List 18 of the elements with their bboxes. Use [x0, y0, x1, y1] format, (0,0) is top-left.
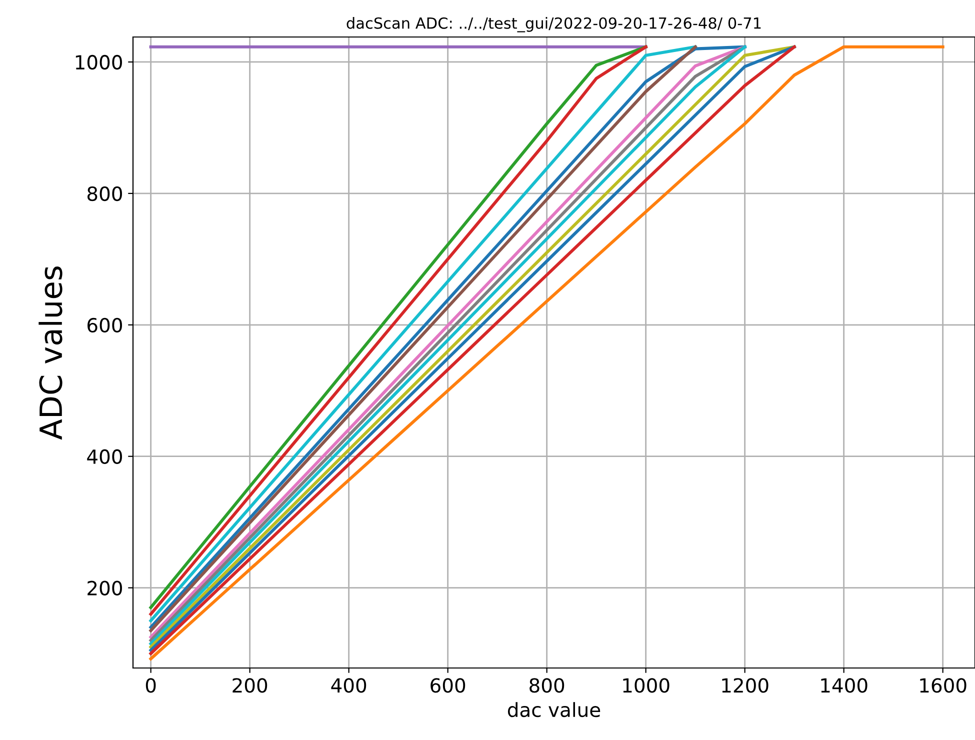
x-tick-label: 400	[331, 678, 366, 693]
x-tick-label: 1400	[821, 678, 868, 693]
x-tick-label: 600	[430, 678, 466, 693]
x-axis-title: dac value	[508, 702, 600, 718]
x-tick-label: 200	[232, 678, 268, 693]
line-series	[149, 45, 944, 660]
x-tick-label: 1000	[623, 678, 670, 693]
y-tick-label: 600	[88, 318, 122, 333]
x-tick-label: 800	[530, 678, 564, 693]
x-tick-label: 1200	[722, 678, 768, 693]
y-tick-label: 400	[87, 449, 122, 464]
x-tick-label: 1600	[920, 678, 966, 693]
y-tick-label: 800	[87, 186, 122, 202]
y-tick-label: 1000	[76, 54, 122, 70]
y-tick-label: 200	[88, 580, 122, 596]
chart-title: dacScan ADC: ../../test_gui/2022-09-20-17-26-48/ 0-71	[346, 17, 761, 32]
x-tick-label: 0	[146, 678, 156, 693]
y-axis-title: ADC values	[38, 266, 62, 440]
